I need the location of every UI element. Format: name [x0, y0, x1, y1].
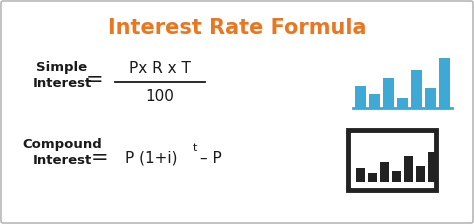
- Bar: [397, 98, 408, 108]
- Text: P (1+i): P (1+i): [125, 151, 177, 166]
- Bar: [356, 168, 365, 182]
- Bar: [369, 94, 380, 108]
- Text: Simple
Interest: Simple Interest: [32, 60, 91, 90]
- Bar: [368, 173, 377, 182]
- Bar: [392, 171, 401, 182]
- Text: Interest Rate Formula: Interest Rate Formula: [108, 18, 366, 38]
- Text: =: =: [91, 148, 109, 168]
- Text: Px R x T: Px R x T: [129, 60, 191, 75]
- Bar: [428, 152, 437, 182]
- Bar: [355, 86, 366, 108]
- Text: 100: 100: [146, 88, 174, 103]
- Bar: [439, 58, 450, 108]
- Bar: [416, 166, 425, 182]
- Text: Compound
Interest: Compound Interest: [22, 138, 102, 166]
- FancyBboxPatch shape: [348, 130, 436, 190]
- Bar: [411, 70, 422, 108]
- Text: t: t: [193, 143, 197, 153]
- Bar: [383, 78, 394, 108]
- Bar: [425, 88, 436, 108]
- Text: =: =: [86, 70, 104, 90]
- Text: – P: – P: [200, 151, 222, 166]
- Bar: [404, 156, 413, 182]
- Bar: [380, 162, 389, 182]
